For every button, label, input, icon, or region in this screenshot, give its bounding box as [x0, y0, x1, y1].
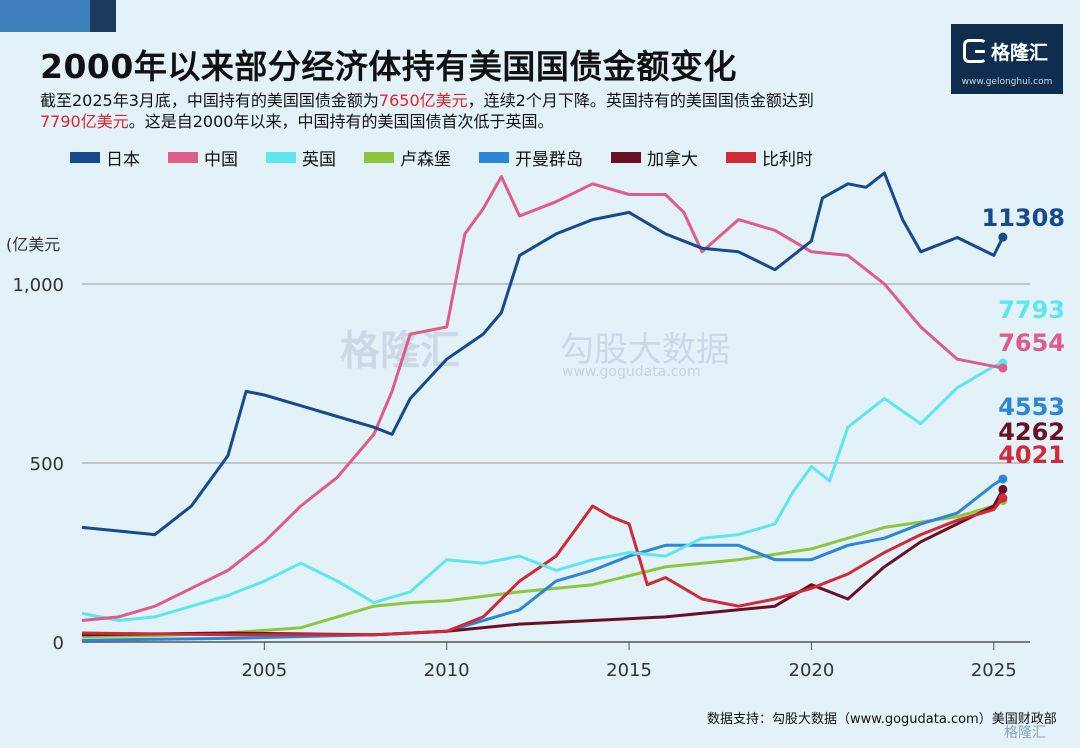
series-endpoint-中国 — [998, 363, 1008, 373]
y-tick-label: 1,000 — [12, 275, 64, 296]
series-line-比利时 — [81, 497, 1005, 637]
end-label: 4262 — [998, 418, 1065, 446]
end-label: 7793 — [998, 296, 1065, 324]
corner-dark — [90, 0, 116, 32]
subtitle-part1: 截至2025年3月底，中国持有的美国国债金额为 — [40, 91, 379, 110]
x-tick-label: 2020 — [789, 660, 835, 681]
subtitle-highlight1: 7650亿美元 — [378, 91, 468, 110]
chart-legend: 日本 中国 英国 卢森堡 开曼群岛 加拿大 比利时 — [70, 145, 841, 170]
series-endpoint-开曼群岛 — [998, 474, 1008, 484]
subtitle-part2: ，连续2个月下降。英国持有的美国国债金额达到 — [467, 91, 814, 110]
x-tick-label: 2010 — [424, 660, 470, 681]
series-endpoint-比利时 — [998, 493, 1008, 503]
legend-item: 卢森堡 — [364, 145, 451, 170]
end-label: 4021 — [998, 441, 1065, 469]
series-line-日本 — [81, 171, 1005, 537]
brand-logo: 格隆汇 www.gelonghui.com — [951, 24, 1063, 94]
legend-swatch — [726, 152, 756, 163]
legend-label: 卢森堡 — [400, 150, 451, 170]
legend-swatch — [266, 152, 296, 163]
legend-swatch — [168, 152, 198, 163]
subtitle-part3: 。这是自2000年以来，中国持有的美国国债首次低于英国。 — [128, 112, 554, 131]
series-line-英国 — [81, 361, 1004, 622]
legend-label: 开曼群岛 — [515, 150, 583, 170]
legend-item: 开曼群岛 — [479, 145, 583, 170]
x-tick-label: 2005 — [241, 660, 287, 681]
end-label: 7654 — [998, 329, 1065, 357]
series-line-中国 — [81, 175, 1004, 622]
logo-mark-icon — [963, 39, 987, 63]
legend-label: 日本 — [106, 150, 140, 170]
bottom-logo: 格隆汇 — [1004, 725, 1046, 741]
chart-title: 2000年以来部分经济体持有美国国债金额变化 — [40, 47, 737, 86]
series-line-卢森堡 — [81, 499, 1004, 639]
y-tick-label: 0 — [53, 633, 64, 654]
end-label: 4553 — [998, 393, 1065, 421]
x-tick-label: 2025 — [971, 660, 1017, 681]
subtitle-highlight2: 7790亿美元 — [40, 112, 129, 131]
series-line-加拿大 — [81, 488, 1005, 637]
source-note: 数据支持：勾股大数据（www.gogudata.com）美国财政部 — [707, 712, 1057, 727]
y-tick-label: 500 — [30, 454, 64, 475]
end-label: 11308 — [982, 204, 1066, 232]
series-endpoint-日本 — [998, 232, 1008, 242]
corner-bar — [0, 0, 90, 32]
legend-label: 加拿大 — [647, 150, 698, 170]
series-line-开曼群岛 — [81, 477, 1004, 642]
watermark-url: www.gogudata.com — [562, 364, 701, 380]
legend-item: 英国 — [266, 145, 336, 170]
watermark-right: 勾股大数据 — [560, 330, 730, 370]
legend-swatch — [70, 152, 100, 163]
logo-url: www.gelonghui.com — [961, 77, 1053, 87]
legend-label: 中国 — [204, 150, 238, 170]
x-tick-label: 2015 — [606, 660, 652, 681]
logo-text: 格隆汇 — [991, 42, 1049, 64]
legend-swatch — [364, 152, 394, 163]
legend-item: 比利时 — [726, 145, 813, 170]
series-endpoint-加拿大 — [998, 484, 1008, 494]
legend-swatch — [479, 152, 509, 163]
chart-subtitle: 截至2025年3月底，中国持有的美国国债金额为7650亿美元，连续2个月下降。英… — [40, 90, 830, 132]
legend-label: 比利时 — [762, 150, 813, 170]
y-axis-label: (亿美元 — [6, 235, 60, 254]
legend-item: 中国 — [168, 145, 238, 170]
legend-item: 加拿大 — [611, 145, 698, 170]
legend-item: 日本 — [70, 145, 140, 170]
legend-swatch — [611, 152, 641, 163]
legend-label: 英国 — [302, 150, 336, 170]
